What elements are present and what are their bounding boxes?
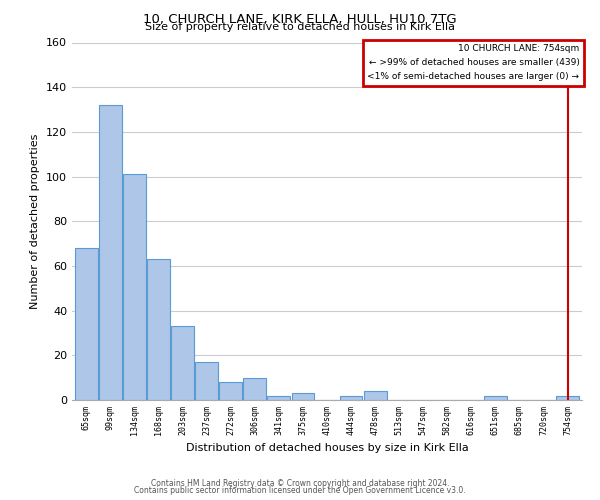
Bar xyxy=(99,105,122,400)
Bar xyxy=(340,396,362,400)
Bar xyxy=(244,378,266,400)
Bar xyxy=(268,396,290,400)
Text: Contains HM Land Registry data © Crown copyright and database right 2024.: Contains HM Land Registry data © Crown c… xyxy=(151,478,449,488)
Y-axis label: Number of detached properties: Number of detached properties xyxy=(31,134,40,309)
Text: Size of property relative to detached houses in Kirk Ella: Size of property relative to detached ho… xyxy=(145,22,455,32)
X-axis label: Distribution of detached houses by size in Kirk Ella: Distribution of detached houses by size … xyxy=(185,443,469,453)
Bar xyxy=(292,394,314,400)
Text: Contains public sector information licensed under the Open Government Licence v3: Contains public sector information licen… xyxy=(134,486,466,495)
Bar xyxy=(220,382,242,400)
Bar xyxy=(147,259,170,400)
Bar xyxy=(364,391,386,400)
Bar xyxy=(75,248,98,400)
Bar xyxy=(556,396,579,400)
Bar xyxy=(171,326,194,400)
Bar xyxy=(195,362,218,400)
Text: 10, CHURCH LANE, KIRK ELLA, HULL, HU10 7TG: 10, CHURCH LANE, KIRK ELLA, HULL, HU10 7… xyxy=(143,12,457,26)
Bar xyxy=(123,174,146,400)
Text: 10 CHURCH LANE: 754sqm
← >99% of detached houses are smaller (439)
<1% of semi-d: 10 CHURCH LANE: 754sqm ← >99% of detache… xyxy=(367,44,580,81)
Bar xyxy=(484,396,507,400)
